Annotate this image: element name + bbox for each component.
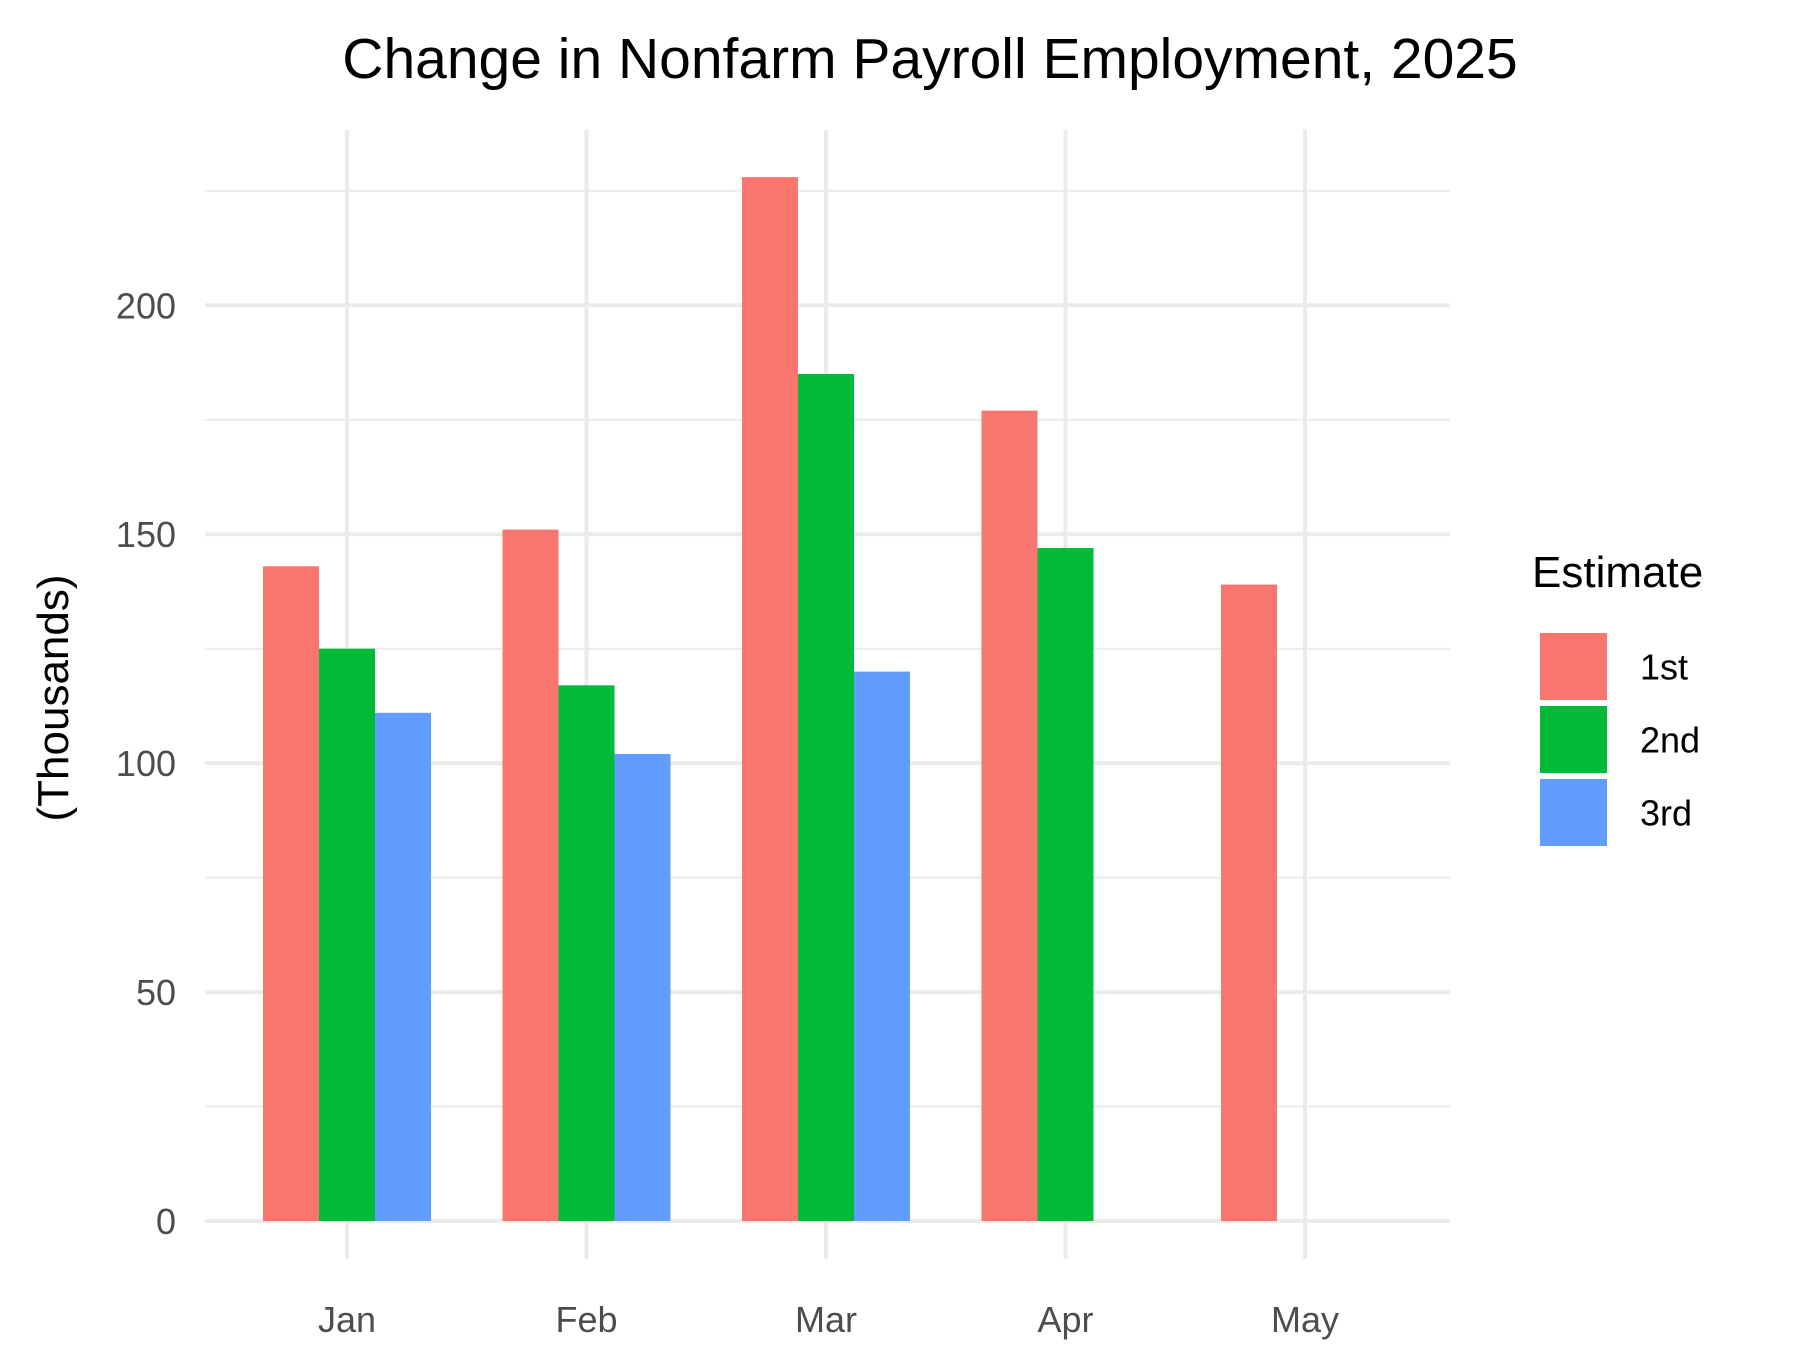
- bar-2nd-Mar: [798, 373, 854, 1221]
- legend-key-2nd: [1540, 706, 1607, 773]
- x-tick-label: Mar: [795, 1299, 857, 1340]
- legend-label-3rd: 3rd: [1640, 793, 1692, 834]
- x-tick-label: May: [1271, 1299, 1339, 1340]
- bar-3rd-Mar: [854, 671, 910, 1221]
- bar-1st-Feb: [502, 529, 559, 1221]
- y-tick-label: 50: [136, 972, 176, 1013]
- legend-label-1st: 1st: [1640, 647, 1688, 688]
- bar-3rd-Feb: [614, 753, 671, 1221]
- legend-key-3rd: [1540, 779, 1607, 846]
- y-axis-title: (Thousands): [29, 574, 78, 821]
- bar-3rd-Jan: [375, 712, 431, 1221]
- x-tick-label: Apr: [1037, 1299, 1093, 1340]
- legend-items: 1st 2nd 3rd: [1540, 633, 1700, 846]
- y-tick-label: 100: [116, 743, 176, 784]
- y-tick-label: 150: [116, 514, 176, 555]
- legend-title: Estimate: [1532, 548, 1703, 597]
- bar-1st-May: [1221, 584, 1277, 1221]
- x-tick-label: Feb: [555, 1299, 617, 1340]
- x-tick-label: Jan: [318, 1299, 376, 1340]
- bar-1st-Apr: [981, 410, 1038, 1222]
- axes: 0 50 100 150 200 Jan Feb Mar Apr May: [116, 285, 1339, 1340]
- bars: [263, 177, 1277, 1222]
- legend-key-1st: [1540, 633, 1607, 700]
- bar-2nd-Jan: [319, 648, 375, 1221]
- legend: Estimate 1st 2nd 3rd: [1532, 548, 1703, 846]
- bar-1st-Mar: [742, 177, 798, 1221]
- y-tick-label: 200: [116, 285, 176, 326]
- y-tick-label: 0: [156, 1201, 176, 1242]
- bar-2nd-Apr: [1037, 547, 1094, 1221]
- legend-label-2nd: 2nd: [1640, 720, 1700, 761]
- bar-2nd-Feb: [558, 685, 615, 1221]
- chart-title: Change in Nonfarm Payroll Employment, 20…: [342, 27, 1517, 91]
- bar-1st-Jan: [263, 566, 319, 1221]
